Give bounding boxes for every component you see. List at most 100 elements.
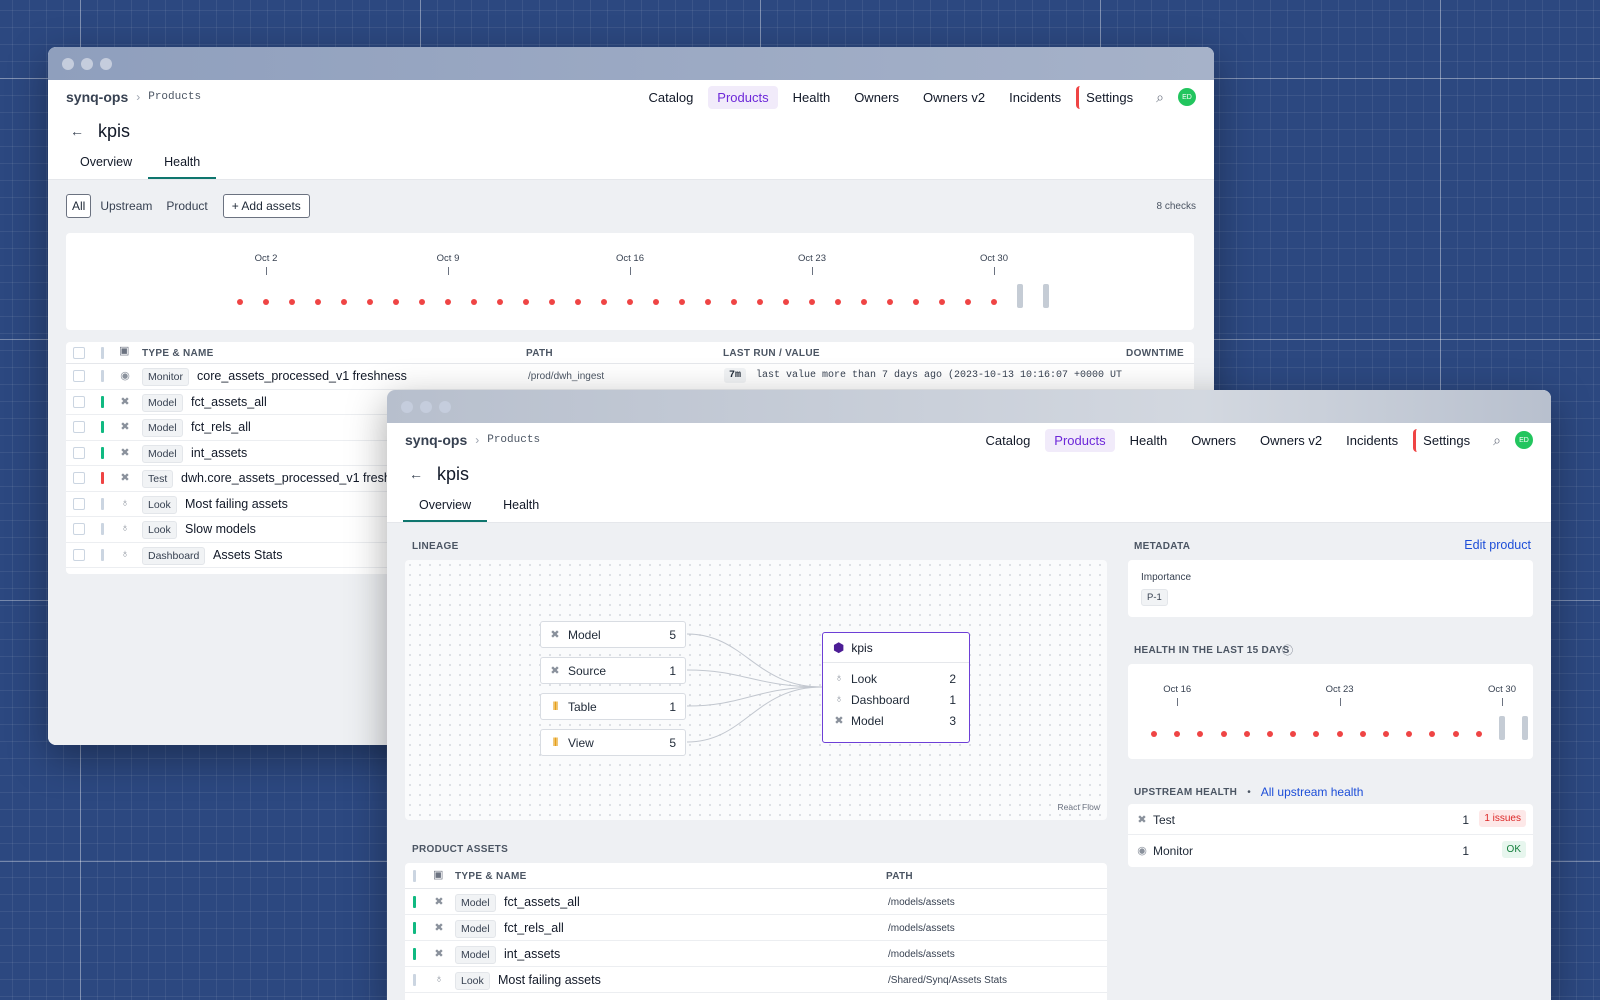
filter-upstream[interactable]: Upstream xyxy=(100,199,153,213)
select-all-checkbox[interactable] xyxy=(73,347,85,359)
row-checkbox[interactable] xyxy=(73,548,85,561)
brand[interactable]: synq-ops xyxy=(405,432,468,448)
failure-day-dot[interactable] xyxy=(1475,731,1482,737)
nav-catalog[interactable]: Catalog xyxy=(648,89,694,105)
failure-day-dot[interactable] xyxy=(809,299,815,305)
failure-day-dot[interactable] xyxy=(705,299,711,305)
upstream-row[interactable]: ✖ Test 1 1 issues xyxy=(1128,804,1533,835)
failure-day-dot[interactable] xyxy=(653,299,659,305)
nav-health[interactable]: Health xyxy=(1129,432,1168,448)
check-name[interactable]: dwh.core_assets_processed_v1 freshne xyxy=(181,471,405,485)
nav-health[interactable]: Health xyxy=(792,89,831,105)
nav-settings[interactable]: Settings xyxy=(1413,428,1479,452)
failure-day-dot[interactable] xyxy=(887,299,893,305)
row-checkbox[interactable] xyxy=(73,523,85,535)
check-name[interactable]: Assets Stats xyxy=(213,547,283,562)
failure-day-dot[interactable] xyxy=(1151,731,1157,737)
failure-day-dot[interactable] xyxy=(861,299,867,305)
lineage-source-node[interactable]: ||| Table 1 xyxy=(540,693,686,720)
no-data-bar[interactable] xyxy=(1043,284,1049,308)
close-dot[interactable] xyxy=(62,57,74,70)
check-name[interactable]: Slow models xyxy=(185,522,256,536)
failure-day-dot[interactable] xyxy=(1267,731,1273,737)
failure-day-dot[interactable] xyxy=(341,299,347,305)
failure-day-dot[interactable] xyxy=(1406,731,1413,737)
lineage-target-node[interactable]: ⬢ kpis ♁ Look 2 ♁ Dashboard 1 ✖ Model 3 xyxy=(822,632,970,743)
table-row[interactable]: ✖ Model fct_assets_all/models/assets xyxy=(405,889,1107,915)
row-checkbox[interactable] xyxy=(73,472,85,484)
nav-owners[interactable]: Owners xyxy=(1191,432,1236,448)
search-icon[interactable]: ⌕ xyxy=(1156,88,1164,105)
failure-day-dot[interactable] xyxy=(237,299,243,305)
add-assets-button[interactable]: + Add assets xyxy=(222,194,310,218)
failure-day-dot[interactable] xyxy=(367,299,373,305)
table-row[interactable]: ◉ Monitor core_assets_processed_v1 freshne… xyxy=(66,364,1194,390)
failure-day-dot[interactable] xyxy=(991,299,997,305)
col-type-name[interactable]: TYPE & NAME xyxy=(455,871,527,882)
row-checkbox[interactable] xyxy=(73,370,85,382)
brand[interactable]: synq-ops xyxy=(66,89,129,105)
nav-products[interactable]: Products xyxy=(1045,428,1115,452)
failure-day-dot[interactable] xyxy=(315,299,321,305)
close-dot[interactable] xyxy=(401,400,413,413)
no-data-bar[interactable] xyxy=(1499,716,1505,740)
col-downtime[interactable]: DOWNTIME xyxy=(1126,348,1184,359)
react-flow-watermark[interactable]: React Flow xyxy=(1057,802,1100,812)
tab-overview[interactable]: Overview xyxy=(80,155,133,169)
search-icon[interactable]: ⌕ xyxy=(1493,431,1501,448)
failure-day-dot[interactable] xyxy=(497,299,503,305)
lineage-source-node[interactable]: ✖ Source 1 xyxy=(540,657,686,684)
asset-name[interactable]: fct_assets_all xyxy=(504,895,580,909)
check-name[interactable]: core_assets_processed_v1 freshness xyxy=(197,369,407,383)
failure-day-dot[interactable] xyxy=(1383,731,1389,737)
row-checkbox[interactable] xyxy=(73,446,85,459)
failure-day-dot[interactable] xyxy=(1336,731,1343,737)
nav-owners[interactable]: Owners xyxy=(854,89,899,105)
failure-day-dot[interactable] xyxy=(1174,731,1181,737)
check-name[interactable]: fct_rels_all xyxy=(191,420,251,434)
failure-day-dot[interactable] xyxy=(1290,731,1297,737)
nav-incidents[interactable]: Incidents xyxy=(1346,432,1399,448)
lineage-source-node[interactable]: ||| View 5 xyxy=(540,729,686,756)
minimize-dot[interactable] xyxy=(420,400,432,413)
back-arrow-icon[interactable]: ← xyxy=(409,466,423,482)
asset-name[interactable]: fct_rels_all xyxy=(504,921,564,935)
failure-day-dot[interactable] xyxy=(419,299,425,305)
table-row[interactable]: ♁ Look Most failing assets/Shared/Synq/Ass… xyxy=(405,967,1107,993)
failure-day-dot[interactable] xyxy=(1313,731,1320,737)
nav-incidents[interactable]: Incidents xyxy=(1009,89,1062,105)
failure-day-dot[interactable] xyxy=(1359,731,1366,737)
failure-day-dot[interactable] xyxy=(1429,731,1436,737)
tab-overview[interactable]: Overview xyxy=(403,491,488,522)
tab-health[interactable]: Health xyxy=(503,498,540,512)
failure-day-dot[interactable] xyxy=(263,299,269,305)
row-checkbox[interactable] xyxy=(73,497,85,510)
all-upstream-health-link[interactable]: All upstream health xyxy=(1260,785,1364,799)
lineage-source-node[interactable]: ✖ Model 5 xyxy=(540,621,686,648)
failure-day-dot[interactable] xyxy=(393,299,399,305)
nav-products[interactable]: Products xyxy=(708,85,778,109)
nav-settings[interactable]: Settings xyxy=(1076,85,1142,109)
edit-product-link[interactable]: Edit product xyxy=(1464,538,1531,552)
filter-product[interactable]: Product xyxy=(166,199,208,213)
no-data-bar[interactable] xyxy=(1522,716,1529,740)
failure-day-dot[interactable] xyxy=(549,299,555,305)
failure-day-dot[interactable] xyxy=(913,299,919,305)
row-checkbox[interactable] xyxy=(73,421,85,433)
table-row[interactable]: ✖ Model fct_rels_all/models/assets xyxy=(405,915,1107,941)
check-name[interactable]: fct_assets_all xyxy=(191,394,267,409)
nav-owners-v2[interactable]: Owners v2 xyxy=(1259,432,1323,448)
tab-health[interactable]: Health xyxy=(148,148,217,179)
failure-day-dot[interactable] xyxy=(757,299,763,305)
failure-day-dot[interactable] xyxy=(1243,731,1250,737)
failure-day-dot[interactable] xyxy=(575,299,581,305)
table-row[interactable]: ✖ Model int_assets/models/assets xyxy=(405,941,1107,967)
failure-day-dot[interactable] xyxy=(471,299,477,305)
failure-day-dot[interactable] xyxy=(601,299,607,305)
breadcrumb[interactable]: Products xyxy=(148,91,202,103)
failure-day-dot[interactable] xyxy=(939,299,945,305)
failure-day-dot[interactable] xyxy=(731,299,737,305)
maximize-dot[interactable] xyxy=(100,57,112,70)
check-name[interactable]: Most failing assets xyxy=(185,496,288,511)
failure-day-dot[interactable] xyxy=(627,299,633,305)
